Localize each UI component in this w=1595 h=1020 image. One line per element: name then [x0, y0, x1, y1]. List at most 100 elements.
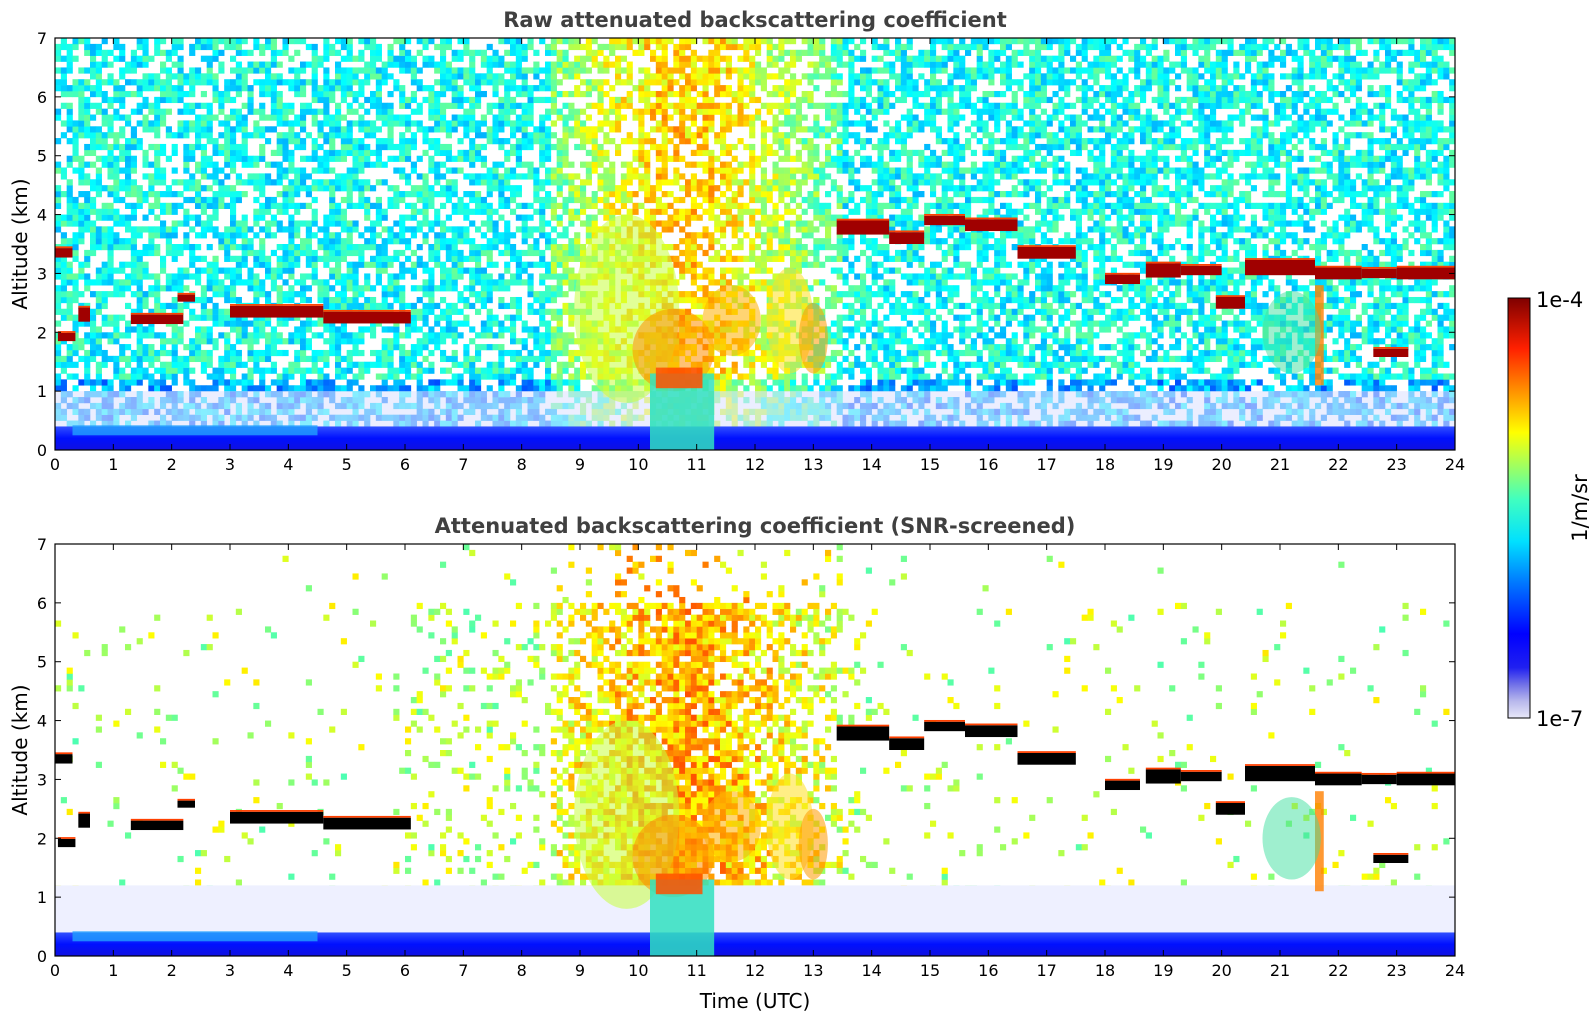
noise-cell: [352, 279, 359, 286]
noise-cell: [603, 191, 610, 198]
noise-cell: [66, 220, 73, 227]
noise-cell: [177, 85, 184, 92]
noise-cell: [475, 49, 482, 56]
noise-cell: [545, 285, 552, 292]
noise-cell: [305, 314, 312, 321]
noise-cell: [457, 226, 464, 233]
noise-cell: [340, 244, 347, 251]
noise-cell: [364, 73, 371, 80]
noise-cell: [399, 173, 406, 180]
noise-cell: [504, 302, 511, 310]
noise-cell: [346, 279, 353, 286]
noise-cell: [300, 326, 307, 333]
noise-cell: [539, 214, 546, 221]
noise-cell: [241, 379, 248, 386]
noise-cell: [527, 43, 534, 51]
noise-cell: [673, 55, 680, 62]
noise-cell: [399, 261, 406, 268]
noise-cell: [55, 302, 62, 310]
noise-cell: [154, 349, 161, 357]
noise-cell: [311, 367, 318, 374]
noise-cell: [171, 49, 178, 56]
noise-cell: [165, 132, 172, 139]
noise-cell: [317, 238, 324, 245]
noise-cell: [265, 202, 272, 209]
noise-cell: [352, 143, 359, 151]
noise-cell: [457, 385, 464, 392]
noise-cell: [399, 114, 406, 121]
noise-cell: [346, 261, 353, 268]
noise-cell: [95, 344, 102, 351]
noise-cell: [294, 314, 301, 321]
noise-cell: [609, 161, 616, 168]
noise-cell: [375, 138, 382, 145]
noise-cell: [440, 161, 447, 168]
noise-cell: [177, 361, 184, 368]
noise-cell: [305, 355, 312, 363]
noise-cell: [300, 202, 307, 209]
noise-cell: [177, 61, 184, 68]
noise-cell: [550, 285, 557, 292]
noise-cell: [673, 155, 680, 162]
noise-cell: [626, 208, 633, 215]
noise-cell: [405, 67, 412, 74]
noise-cell: [609, 214, 616, 221]
noise-cell: [556, 49, 563, 56]
noise-cell: [305, 344, 312, 351]
noise-cell: [247, 132, 254, 139]
noise-cell: [568, 338, 575, 345]
noise-cell: [422, 191, 429, 198]
noise-cell: [422, 185, 429, 192]
noise-cell: [60, 214, 67, 221]
noise-cell: [626, 67, 633, 74]
noise-cell: [206, 332, 213, 339]
noise-cell: [195, 132, 202, 139]
noise-cell: [95, 79, 102, 86]
noise-cell: [527, 232, 534, 239]
noise-cell: [428, 126, 435, 133]
noise-cell: [311, 73, 318, 80]
noise-cell: [130, 185, 137, 192]
noise-cell: [393, 385, 400, 392]
noise-cell: [620, 191, 627, 198]
noise-cell: [346, 120, 353, 127]
noise-cell: [148, 208, 155, 215]
noise-cell: [218, 49, 225, 56]
noise-cell: [224, 238, 231, 245]
noise-cell: [107, 232, 114, 239]
noise-cell: [224, 120, 231, 127]
noise-cell: [626, 191, 633, 198]
noise-cell: [545, 244, 552, 251]
noise-cell: [323, 302, 330, 310]
noise-cell: [294, 85, 301, 92]
noise-cell: [416, 255, 423, 262]
noise-cell: [679, 90, 686, 98]
noise-cell: [300, 373, 307, 380]
noise-cell: [335, 185, 342, 192]
noise-cell: [235, 261, 242, 268]
noise-cell: [533, 361, 540, 368]
noise-cell: [95, 308, 102, 315]
noise-cell: [515, 367, 522, 374]
noise-cell: [311, 179, 318, 186]
noise-cell: [410, 349, 417, 357]
noise-cell: [405, 120, 412, 127]
noise-cell: [533, 167, 540, 174]
noise-cell: [346, 138, 353, 145]
noise-cell: [422, 291, 429, 298]
noise-cell: [335, 267, 342, 274]
noise-cell: [136, 226, 143, 233]
noise-cell: [457, 296, 464, 304]
noise-cell: [562, 338, 569, 345]
noise-cell: [189, 126, 196, 133]
noise-cell: [300, 291, 307, 298]
noise-cell: [119, 244, 126, 251]
noise-cell: [451, 244, 458, 251]
noise-cell: [469, 291, 476, 298]
noise-cell: [445, 367, 452, 374]
noise-cell: [241, 149, 248, 157]
noise-cell: [615, 61, 622, 68]
noise-cell: [405, 244, 412, 251]
noise-cell: [358, 261, 365, 268]
noise-cell: [504, 108, 511, 115]
